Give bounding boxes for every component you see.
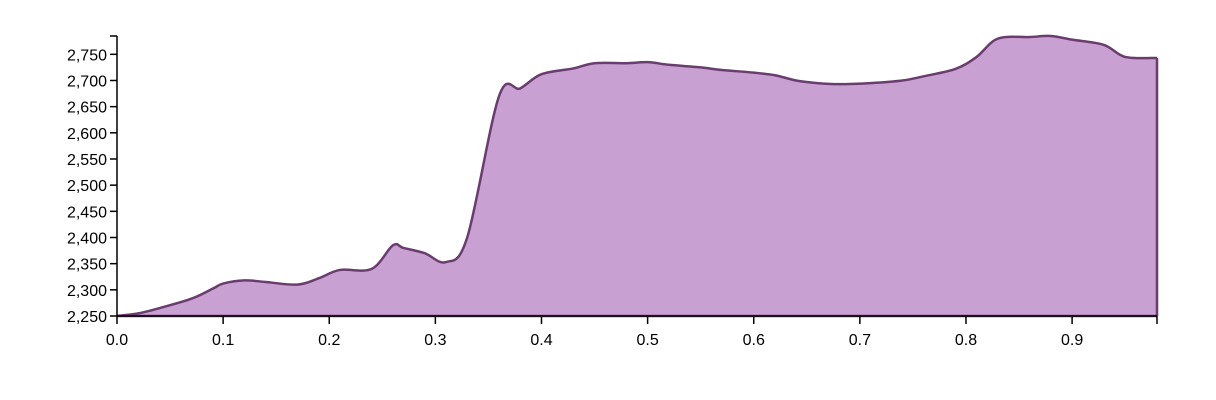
y-tick-label: 2,750 (67, 47, 107, 64)
y-axis: 2,250 2,300 2,350 2,400 2,450 2,500 2,550 2,600… (67, 35, 118, 326)
x-tick-label: 0.4 (530, 332, 552, 349)
y-tick-label: 2,350 (67, 257, 107, 274)
x-axis: 0.0 0.1 0.2 0.3 0.4 0.5 0.6 0.7 0.8 0.9 (106, 315, 1158, 349)
y-tick-label: 2,250 (67, 309, 107, 326)
x-tick-label: 0.6 (743, 332, 765, 349)
y-tick-label: 2,500 (67, 178, 107, 195)
x-tick-label: 0.3 (424, 332, 446, 349)
x-tick-label: 0.0 (106, 332, 128, 349)
area-line (116, 34, 1158, 318)
y-tick-label: 2,600 (67, 126, 107, 143)
y-tick-label: 2,300 (67, 283, 107, 300)
area-fill (117, 35, 1157, 317)
y-tick-label: 2,650 (67, 100, 107, 117)
y-tick-label: 2,700 (67, 73, 107, 90)
x-tick-label: 0.9 (1061, 332, 1083, 349)
plot-area (116, 34, 1159, 318)
x-tick-label: 0.2 (318, 332, 340, 349)
x-tick-label: 0.8 (955, 332, 977, 349)
y-tick-label: 2,450 (67, 204, 107, 221)
y-tick-label: 2,550 (67, 152, 107, 169)
x-tick-label: 0.7 (849, 332, 871, 349)
y-tick-label: 2,400 (67, 230, 107, 247)
x-tick-label: 0.1 (212, 332, 234, 349)
x-tick-label: 0.5 (636, 332, 658, 349)
